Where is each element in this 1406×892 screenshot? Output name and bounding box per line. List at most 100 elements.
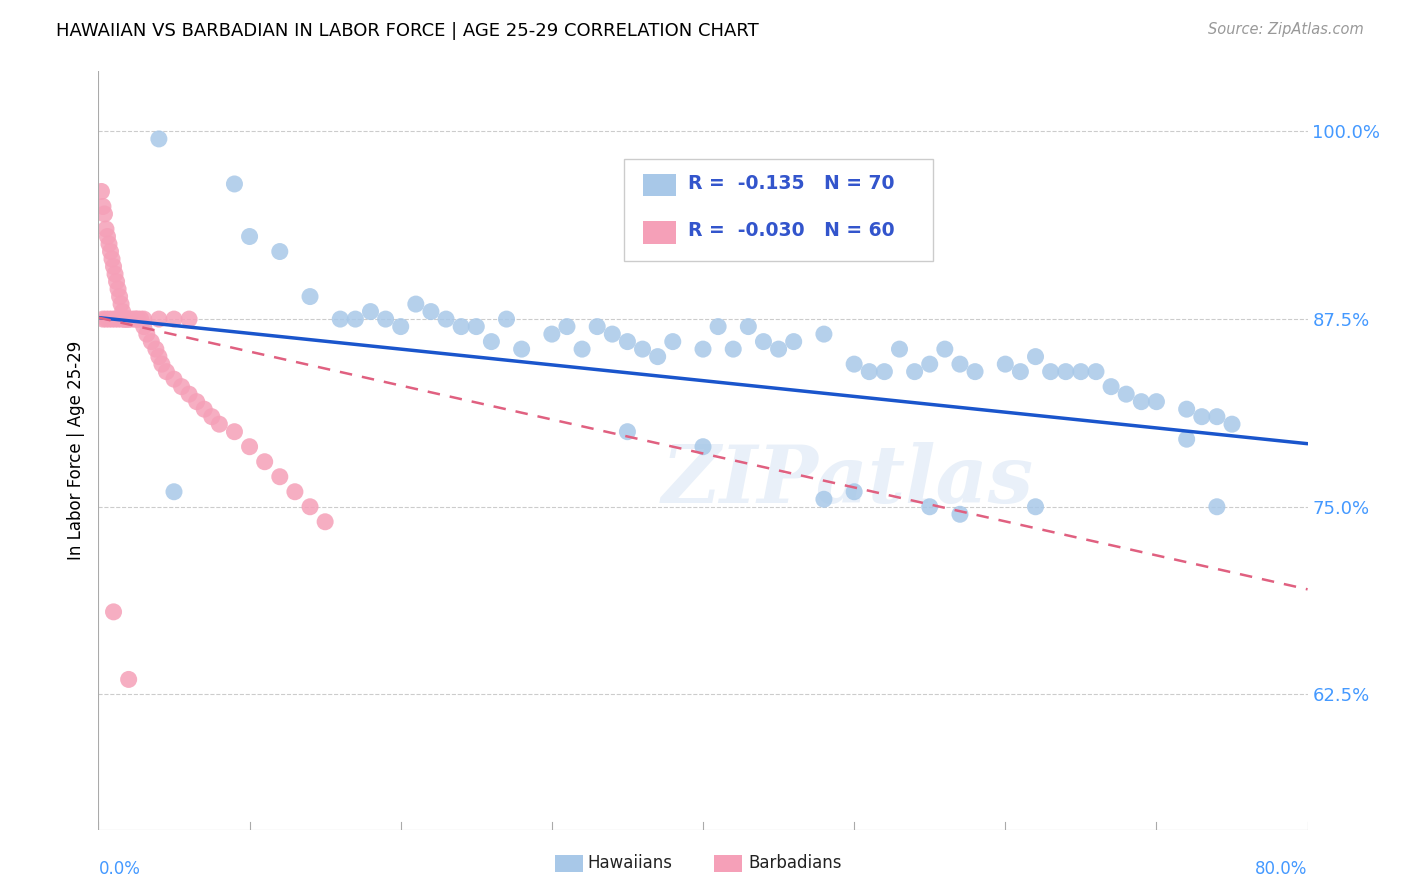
Point: [239, 440, 262, 454]
Point: [768, 342, 790, 356]
Point: [101, 252, 124, 266]
Point: [103, 605, 125, 619]
Point: [1085, 365, 1108, 379]
Point: [949, 508, 972, 522]
Point: [93, 207, 115, 221]
Point: [949, 357, 972, 371]
Point: [434, 312, 457, 326]
Point: [510, 342, 533, 356]
Point: [1054, 365, 1077, 379]
Point: [127, 312, 149, 326]
Point: [132, 319, 155, 334]
Point: [132, 312, 155, 326]
Point: [224, 425, 246, 439]
Point: [148, 312, 170, 326]
Point: [723, 342, 745, 356]
Point: [616, 334, 638, 349]
Point: [329, 312, 352, 326]
Point: [737, 319, 759, 334]
Point: [299, 289, 322, 303]
Point: [1175, 402, 1198, 417]
Point: [163, 312, 186, 326]
Point: [555, 319, 578, 334]
Point: [94, 222, 117, 236]
Point: [163, 372, 186, 386]
Point: [314, 515, 336, 529]
Point: [253, 455, 276, 469]
Point: [1099, 379, 1122, 393]
FancyBboxPatch shape: [624, 159, 932, 260]
Point: [141, 334, 163, 349]
Point: [91, 199, 114, 213]
Point: [121, 312, 143, 326]
Point: [934, 342, 956, 356]
Point: [783, 334, 806, 349]
Point: [1115, 387, 1137, 401]
Point: [904, 365, 927, 379]
Point: [179, 312, 201, 326]
Point: [1220, 417, 1243, 432]
Y-axis label: In Labor Force | Age 25-29: In Labor Force | Age 25-29: [66, 341, 84, 560]
Point: [540, 327, 562, 342]
Point: [224, 177, 246, 191]
Point: [193, 402, 215, 417]
Point: [692, 440, 714, 454]
Point: [124, 312, 146, 326]
Point: [707, 319, 730, 334]
Point: [631, 342, 654, 356]
Point: [118, 673, 141, 687]
Point: [129, 312, 152, 326]
Point: [1024, 500, 1046, 514]
Point: [692, 342, 714, 356]
Point: [114, 312, 136, 326]
Point: [201, 409, 224, 424]
Point: [94, 312, 117, 326]
Point: [170, 379, 193, 393]
Point: [813, 327, 835, 342]
Point: [844, 357, 866, 371]
Point: [107, 312, 129, 326]
Point: [186, 394, 208, 409]
Point: [91, 312, 114, 326]
Point: [125, 312, 148, 326]
Point: [965, 365, 987, 379]
Point: [465, 319, 488, 334]
Text: 80.0%: 80.0%: [1256, 860, 1308, 878]
Point: [495, 312, 517, 326]
Point: [918, 357, 941, 371]
Point: [405, 297, 427, 311]
Point: [571, 342, 593, 356]
Point: [145, 342, 167, 356]
Point: [101, 312, 124, 326]
Point: [269, 469, 291, 483]
Point: [1010, 365, 1032, 379]
Bar: [643, 174, 676, 196]
Point: [108, 289, 131, 303]
Point: [98, 237, 121, 252]
Text: Source: ZipAtlas.com: Source: ZipAtlas.com: [1208, 22, 1364, 37]
Point: [752, 334, 775, 349]
Point: [148, 350, 170, 364]
Point: [104, 267, 127, 281]
Point: [616, 425, 638, 439]
Text: R =  -0.135   N = 70: R = -0.135 N = 70: [689, 174, 896, 193]
Point: [269, 244, 291, 259]
Text: HAWAIIAN VS BARBADIAN IN LABOR FORCE | AGE 25-29 CORRELATION CHART: HAWAIIAN VS BARBADIAN IN LABOR FORCE | A…: [56, 22, 759, 40]
Point: [858, 365, 880, 379]
Point: [1070, 365, 1092, 379]
Point: [105, 275, 128, 289]
Point: [90, 185, 112, 199]
Point: [450, 319, 472, 334]
Point: [661, 334, 683, 349]
Point: [299, 500, 322, 514]
Point: [374, 312, 396, 326]
Point: [284, 484, 307, 499]
Text: Barbadians: Barbadians: [748, 855, 842, 872]
Point: [111, 304, 134, 318]
Point: [1024, 350, 1046, 364]
Point: [647, 350, 669, 364]
Point: [118, 312, 141, 326]
Point: [813, 492, 835, 507]
Point: [481, 334, 503, 349]
Point: [889, 342, 911, 356]
